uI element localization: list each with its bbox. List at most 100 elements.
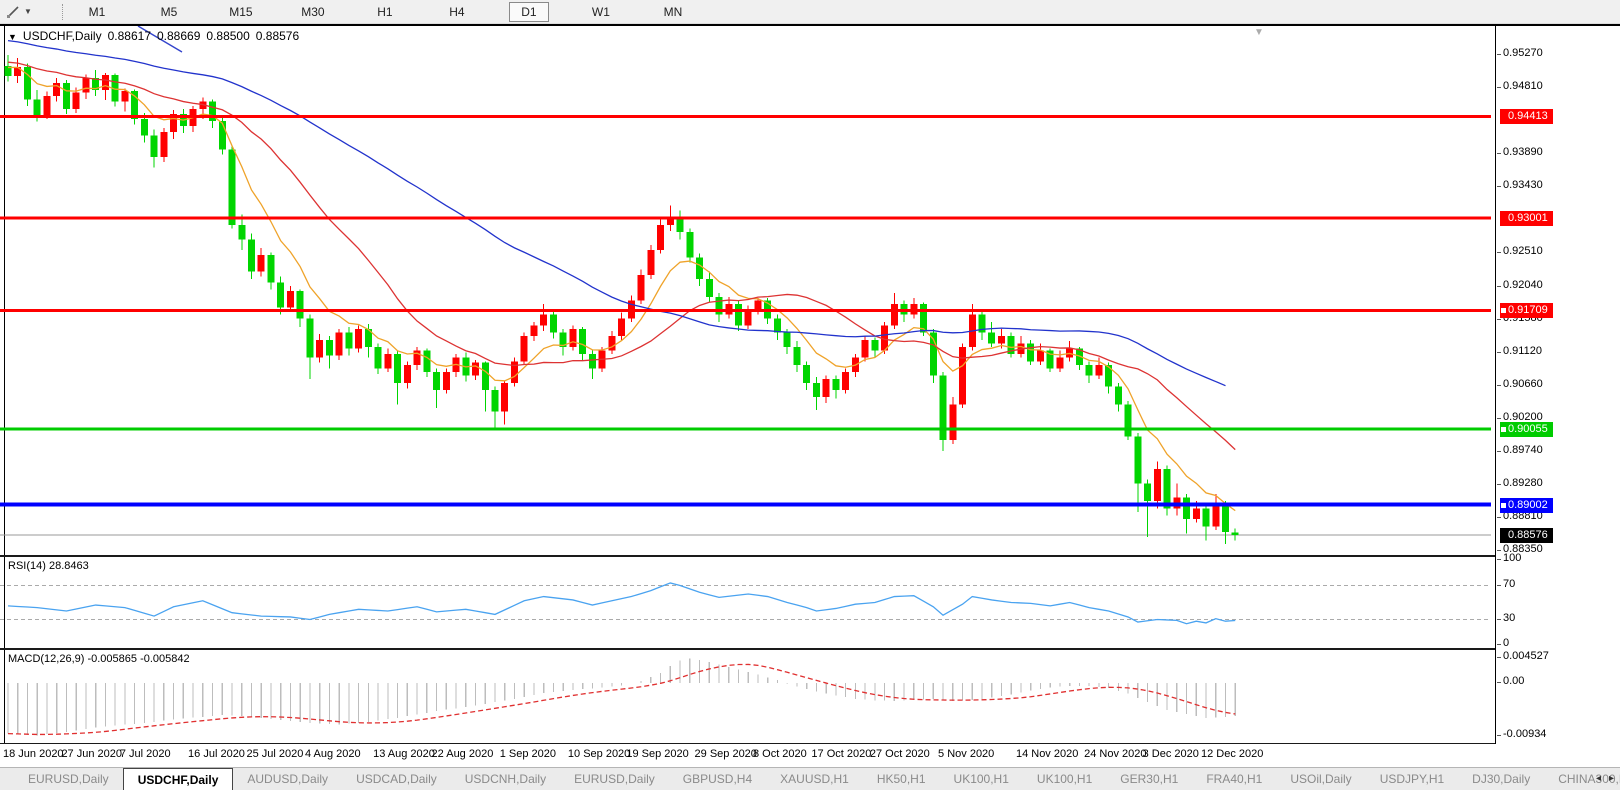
date-tick-label: 3 Dec 2020 [1142,748,1199,760]
date-tick-label: 1 Sep 2020 [499,748,557,760]
symbol-period-label: USDCHF,Daily [22,29,102,43]
date-tick-label: 24 Nov 2020 [1084,748,1147,760]
chart-bottom-border [0,743,1620,744]
date-tick-label: 29 Sep 2020 [694,748,757,760]
date-tick-label: 14 Nov 2020 [1015,748,1079,760]
price-chart-canvas[interactable] [0,26,1495,555]
timeframe-button-M30[interactable]: M30 [301,4,325,19]
tab-audusd-daily[interactable]: AUDUSD,Daily [247,772,329,786]
collapse-arrow-icon[interactable]: ▼ [8,32,17,42]
price-tick-label: 0.89740 [1497,443,1543,456]
ma-fast-line [7,66,1236,512]
price-tick-label: 0.92510 [1497,244,1543,257]
macd-tick-label: 0.004527 [1497,649,1549,662]
timeframe-button-MN[interactable]: MN [663,4,683,19]
tab-usoil-daily[interactable]: USOil,Daily [1290,772,1352,786]
macd-signal-line [7,663,1236,736]
rsi-tick-label: 30 [1496,611,1516,624]
chart-left-border [4,26,5,743]
low-value: 0.88500 [206,29,250,43]
chart-tools-icon[interactable] [4,3,22,21]
tab-uk100-h1[interactable]: UK100,H1 [1036,772,1093,786]
macd-tick-label: -0.00934 [1496,727,1547,740]
trendline-object [137,26,183,53]
tab-fra40-h1[interactable]: FRA40,H1 [1206,772,1263,786]
tab-usdcad-daily[interactable]: USDCAD,Daily [356,772,437,786]
tab-uk100-h1[interactable]: UK100,H1 [953,772,1009,786]
rsi-line [7,582,1236,625]
date-tick-label: 18 Jun 2020 [3,748,64,760]
rsi-chart-canvas[interactable] [0,557,1495,648]
top-toolbar: ▼ M1 M5 M15 M30 H1 H4 D1 W1 MN [0,0,1620,24]
toolbar-separator [61,3,63,20]
time-axis[interactable]: 18 Jun 2020 27 Jun 2020 7 Jul 2020 16 Jul 2… [0,744,1495,766]
price-tick-label: 0.91120 [1497,344,1542,357]
timeframe-button-H4[interactable]: H4 [449,4,465,19]
timeframe-button-D1[interactable]: D1 [508,1,549,22]
date-tick-label: 17 Oct 2020 [811,748,872,760]
panel-divider[interactable] [0,555,1620,557]
level-price-label[interactable]: 0.89002 [1500,497,1553,513]
chart-window-border [0,24,1620,26]
date-tick-label: 19 Sep 2020 [626,748,689,760]
ma-mid-line [7,61,1236,451]
date-tick-label: 7 Jul 2020 [119,748,171,760]
timeframe-button-M1[interactable]: M1 [88,4,106,19]
price-tick-label: 0.90660 [1497,377,1543,390]
price-scale[interactable]: 0.95270 0.94810 0.93890 0.93430 0.92510 0.920… [1495,26,1620,744]
candlestick-series [4,55,1239,545]
panel-divider[interactable] [0,648,1620,650]
chart-tab-bar: EURUSD,Daily USDCHF,Daily AUDUSD,Daily USDC… [0,767,1620,790]
tab-scroll-buttons: ◂ ▸ [1592,767,1618,790]
level-price-label[interactable]: 0.94413 [1500,109,1553,125]
price-tick-label: 0.95270 [1497,47,1543,59]
tab-usdchf-daily[interactable]: USDCHF,Daily [122,768,234,790]
price-tick-label: 0.93890 [1497,145,1543,158]
date-tick-label: 10 Sep 2020 [567,748,631,760]
level-price-label[interactable]: 0.93001 [1500,210,1553,226]
tab-dj30-daily[interactable]: DJ30,Daily [1472,772,1531,786]
tab-scroll-right-icon[interactable]: ▸ [1608,773,1614,784]
ma-slow-line [7,40,1226,387]
tab-eurusd-daily[interactable]: EURUSD,Daily [574,772,655,786]
level-price-label[interactable]: 0.90055 [1500,422,1553,438]
rsi-tick-label: 70 [1496,577,1516,590]
price-tick-label: 0.89280 [1497,476,1543,489]
timeframe-button-W1[interactable]: W1 [591,4,610,19]
tab-ger30-h1[interactable]: GER30,H1 [1120,772,1179,786]
rsi-tick-label: 0 [1496,637,1510,649]
date-tick-label: 12 Dec 2020 [1201,748,1264,760]
price-tick-label: 0.92040 [1497,278,1543,291]
timeframe-button-M5[interactable]: M5 [160,4,178,19]
timeframe-button-H1[interactable]: H1 [377,4,393,19]
chevron-down-icon[interactable]: ▼ [24,7,32,16]
date-tick-label: 27 Jun 2020 [61,748,122,760]
date-tick-label: 25 Jul 2020 [246,748,304,760]
level-price-label[interactable]: 0.91709 [1500,303,1553,319]
chart-shift-marker-icon[interactable]: ▼ [1254,27,1264,38]
chart-ohlc-title: ▼ USDCHF,Daily 0.88617 0.88669 0.88500 0.8857… [8,29,305,43]
tab-gbpusd-h4[interactable]: GBPUSD,H4 [682,772,753,786]
tab-china300-h1[interactable]: CHINA300,H1 [1558,772,1620,786]
date-tick-label: 22 Aug 2020 [431,748,494,760]
tab-usdjpy-h1[interactable]: USDJPY,H1 [1379,772,1445,786]
macd-tick-label: 0.00 [1496,675,1525,687]
timeframe-button-M15[interactable]: M15 [229,4,253,19]
tab-usdcnh-daily[interactable]: USDCNH,Daily [464,772,547,786]
date-tick-label: 4 Aug 2020 [304,748,361,760]
price-tick-label: 0.90200 [1497,410,1543,423]
tab-xauusd-h1[interactable]: XAUUSD,H1 [780,772,849,786]
price-tick-label: 0.94810 [1497,79,1543,92]
rsi-indicator-label: RSI(14) 28.8463 [8,560,89,572]
open-value: 0.88617 [107,29,151,43]
price-tick-label: 0.88350 [1497,543,1543,556]
rsi-tick-label: 100 [1496,552,1522,564]
macd-histogram [7,658,1236,736]
tab-hk50-h1[interactable]: HK50,H1 [876,772,926,786]
date-tick-label: 5 Nov 2020 [938,748,995,760]
date-tick-label: 8 Oct 2020 [752,748,807,760]
macd-chart-canvas[interactable] [0,650,1495,743]
date-tick-label: 27 Oct 2020 [869,748,930,760]
tab-eurusd-daily[interactable]: EURUSD,Daily [28,772,109,786]
tab-scroll-left-icon[interactable]: ◂ [1595,773,1601,784]
